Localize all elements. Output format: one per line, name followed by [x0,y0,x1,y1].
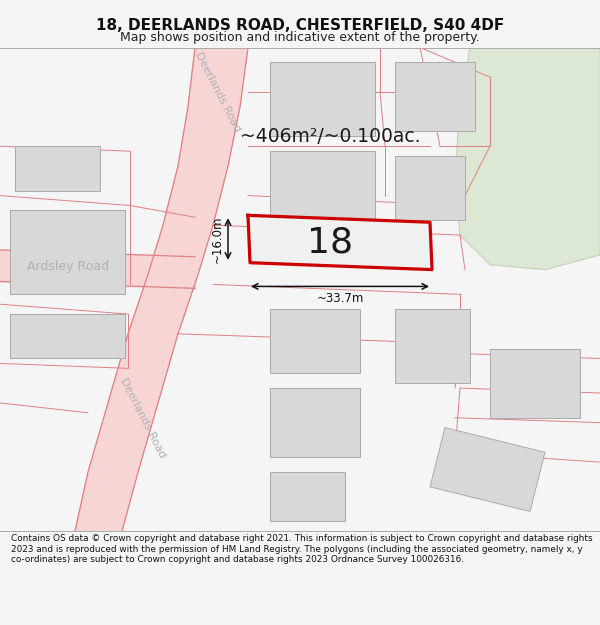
Text: Contains OS data © Crown copyright and database right 2021. This information is : Contains OS data © Crown copyright and d… [11,534,592,564]
Polygon shape [270,472,345,521]
Polygon shape [395,62,475,131]
Text: ~16.0m: ~16.0m [211,215,224,262]
Polygon shape [270,62,375,136]
Polygon shape [395,156,465,220]
Polygon shape [430,428,545,511]
Polygon shape [490,349,580,418]
Text: Deerlands Road: Deerlands Road [118,376,167,459]
Polygon shape [10,211,125,294]
Text: Map shows position and indicative extent of the property.: Map shows position and indicative extent… [120,31,480,44]
Text: ~33.7m: ~33.7m [316,292,364,306]
Polygon shape [270,309,360,373]
Text: ~406m²/~0.100ac.: ~406m²/~0.100ac. [240,127,420,146]
Text: Ardsley Road: Ardsley Road [27,260,109,273]
Polygon shape [395,309,470,383]
Text: Deerlands Road: Deerlands Road [193,50,242,134]
Polygon shape [270,388,360,458]
Text: 18: 18 [307,226,353,259]
Polygon shape [10,314,125,359]
Polygon shape [75,48,248,531]
Text: 18, DEERLANDS ROAD, CHESTERFIELD, S40 4DF: 18, DEERLANDS ROAD, CHESTERFIELD, S40 4D… [96,18,504,32]
Polygon shape [270,151,375,220]
Polygon shape [455,48,600,269]
Polygon shape [15,146,100,191]
Polygon shape [248,216,432,269]
